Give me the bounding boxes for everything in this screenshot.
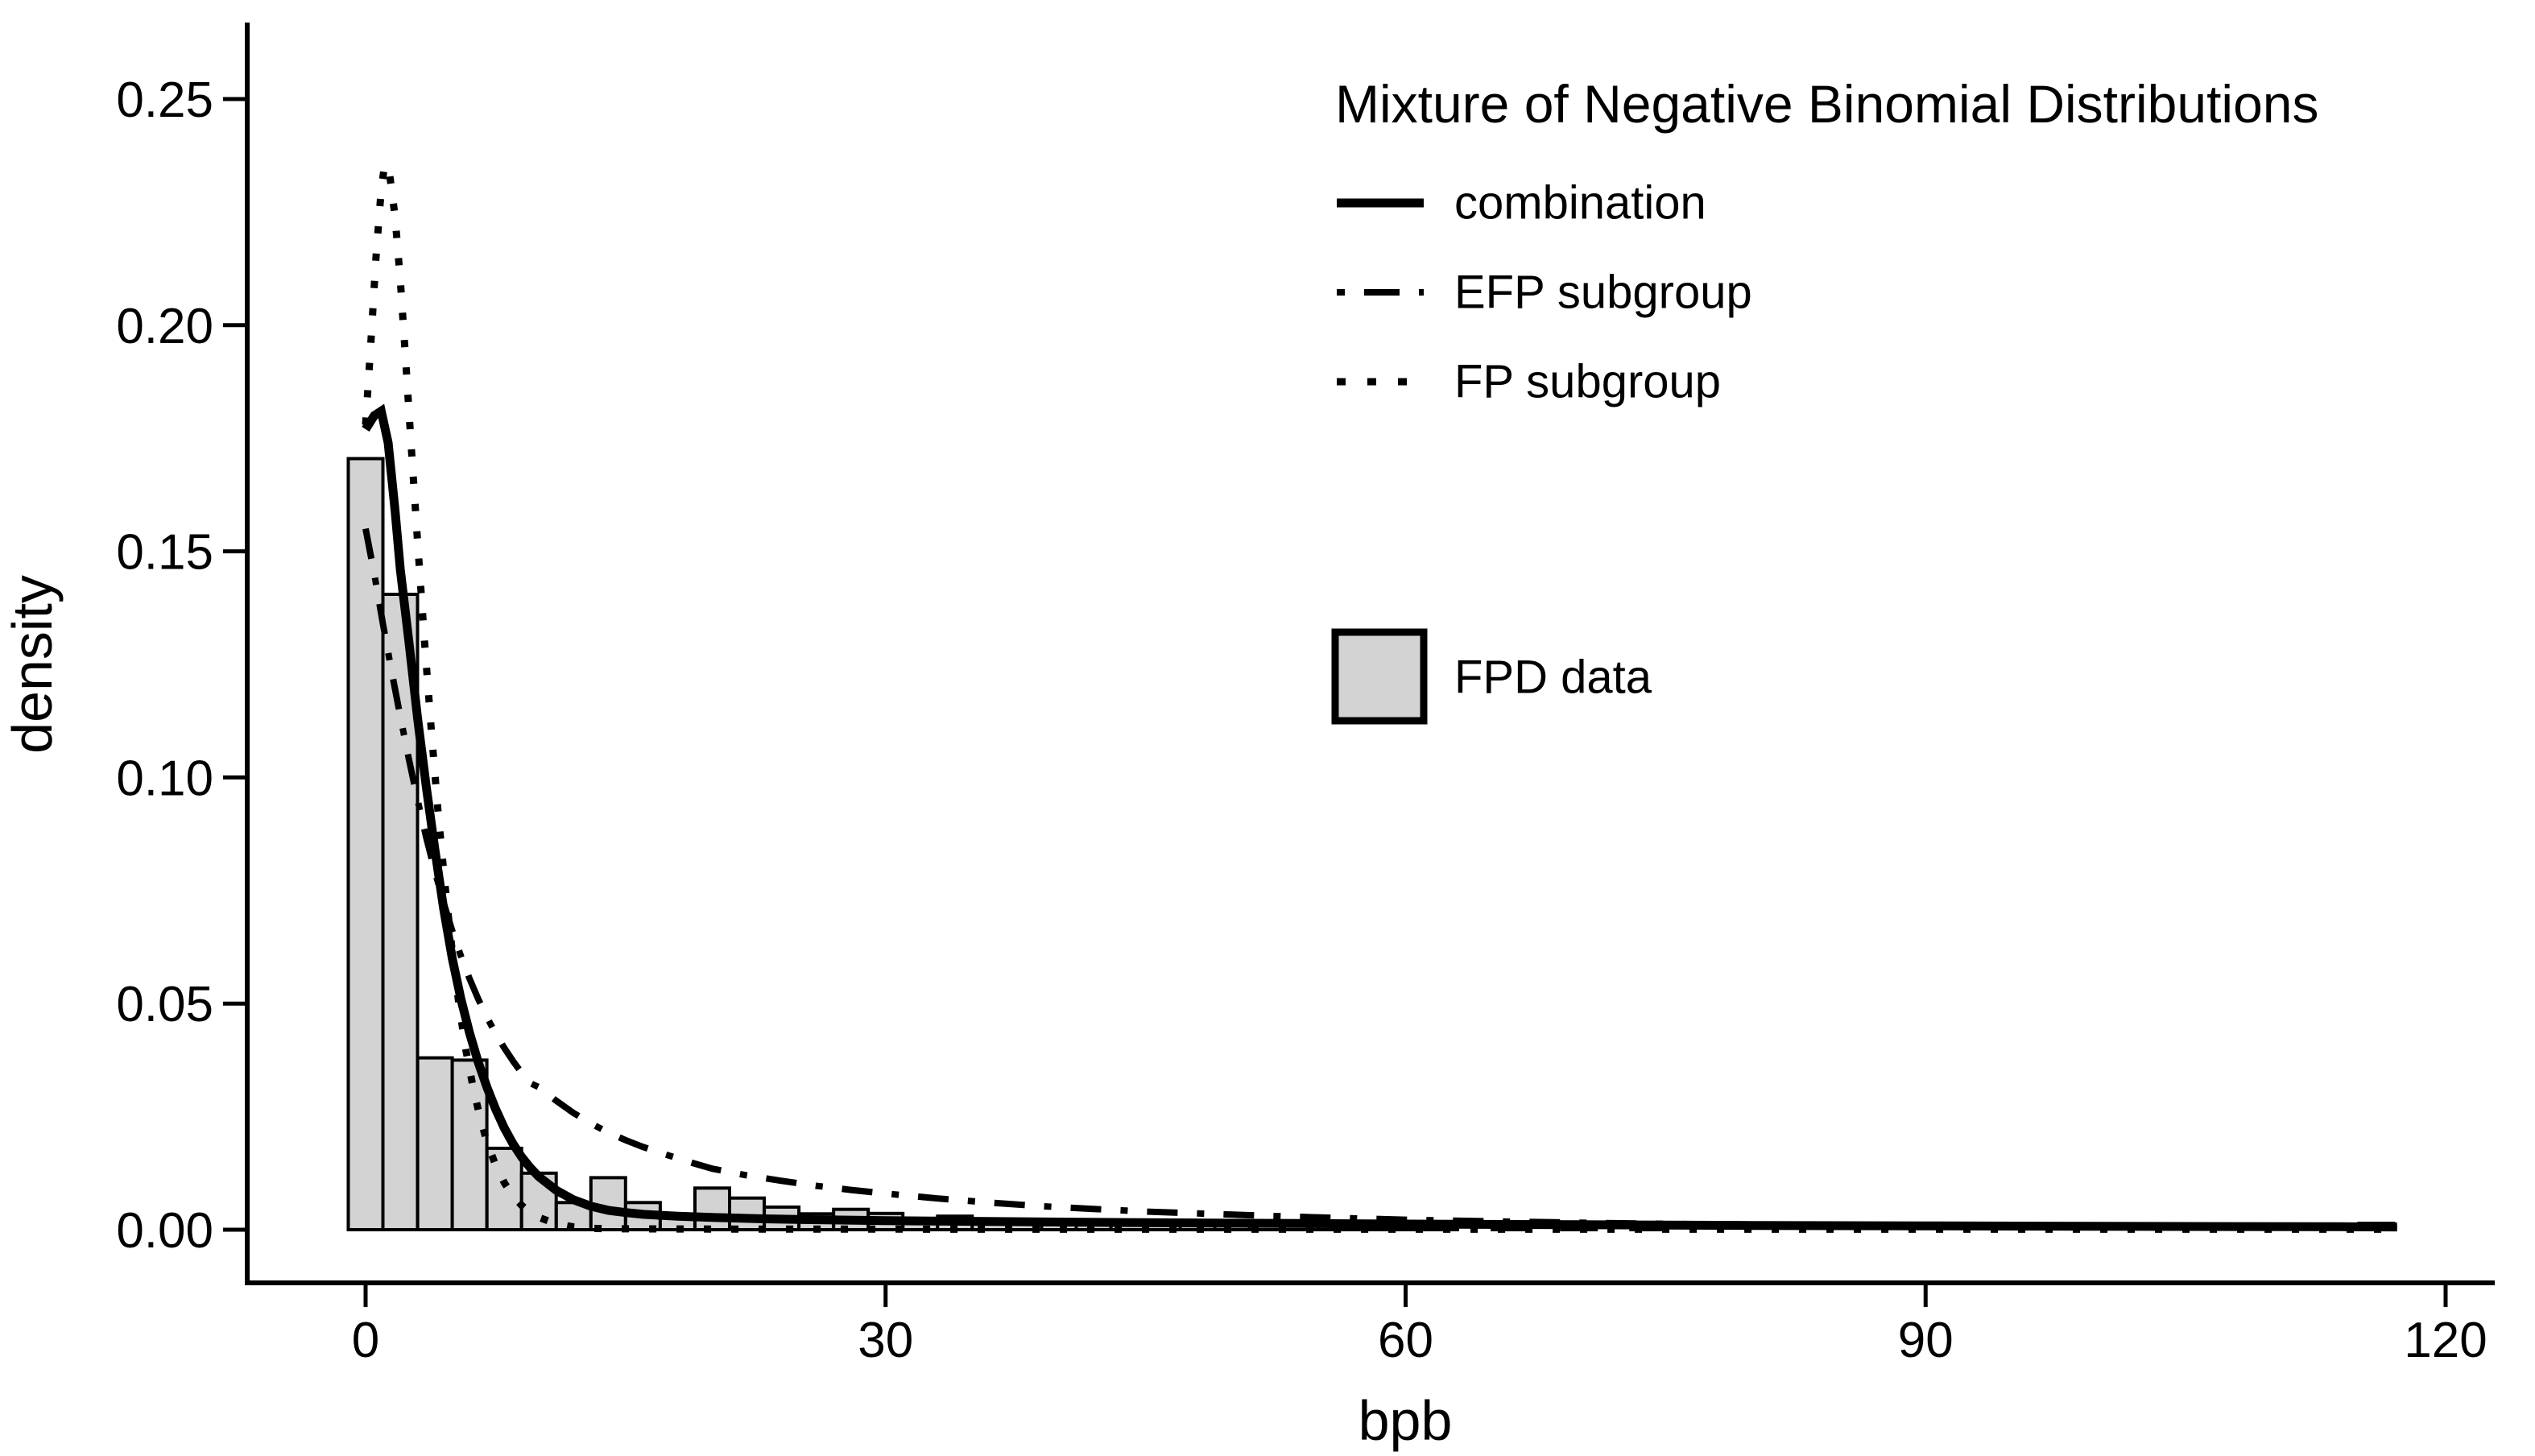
curve-combination	[362, 403, 2397, 1232]
histogram-bar	[450, 1058, 489, 1232]
y-tick-label: 0.00	[116, 1203, 213, 1259]
axes	[245, 23, 2495, 1285]
density-curves	[362, 151, 2397, 1233]
x-tick-label: 60	[1378, 1313, 1433, 1368]
legend: Mixture of Negative Binomial Distributio…	[1331, 74, 2318, 725]
y-tick-label: 0.25	[116, 72, 213, 128]
histogram-bar	[346, 457, 385, 1231]
legend-label-fp-subgroup: FP subgroup	[1454, 356, 1721, 408]
x-tick-label: 0	[352, 1313, 379, 1368]
histogram-bars	[346, 457, 2396, 1232]
legend-label-efp-subgroup: EFP subgroup	[1454, 267, 1752, 319]
legend-key-fpd-data-swatch	[1331, 628, 1428, 725]
y-tick-label: 0.05	[116, 977, 213, 1032]
y-tick-label: 0.10	[116, 751, 213, 806]
y-tick-label: 0.20	[116, 299, 213, 354]
curve-fp-subgroup	[362, 151, 2397, 1233]
axis-ticks: 0 30 60 90 120 0.00 0.05 0.10 0.15 0.20 0.25	[116, 72, 2487, 1368]
histogram-bar	[416, 1056, 454, 1231]
x-tick-label: 90	[1898, 1313, 1954, 1368]
x-tick-label: 30	[858, 1313, 913, 1368]
legend-title: Mixture of Negative Binomial Distributio…	[1335, 74, 2318, 134]
legend-label-combination: combination	[1454, 177, 1706, 230]
legend-label-fpd-data: FPD data	[1454, 651, 1652, 704]
y-tick-label: 0.15	[116, 525, 213, 581]
x-tick-label: 120	[2404, 1313, 2487, 1368]
y-axis-title: density	[1, 575, 64, 754]
histogram-bar	[693, 1186, 731, 1232]
x-axis-title: bpb	[1358, 1389, 1453, 1452]
curve-efp-subgroup	[362, 527, 2397, 1231]
